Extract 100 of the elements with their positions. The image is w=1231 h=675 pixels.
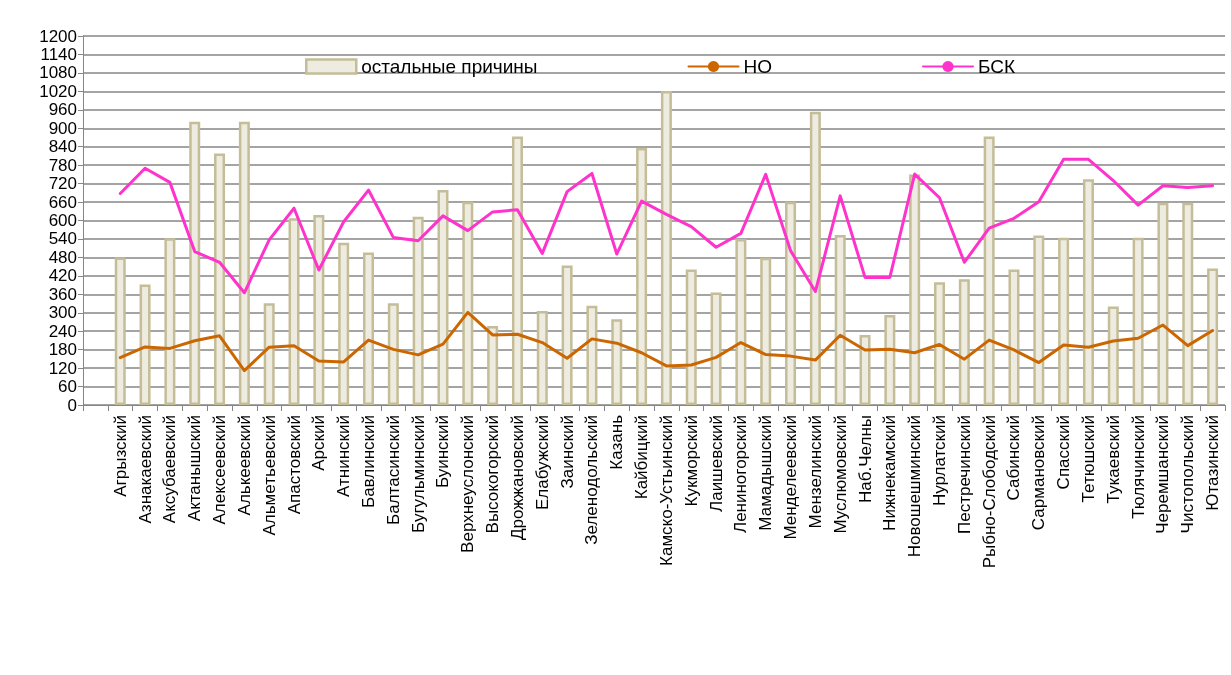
- y-tick-label: 60: [58, 377, 77, 397]
- x-tick-label: Камско-Устьинский: [656, 415, 676, 566]
- x-tick-label: Лаишевский: [706, 415, 726, 512]
- x-tick-label: Нижнекамский: [880, 415, 900, 531]
- bar: [834, 234, 846, 405]
- x-tick-label: Рыбно-Слободский: [979, 415, 999, 569]
- line-series: [118, 310, 1215, 373]
- bar: [189, 121, 201, 405]
- x-tick-label: Чистопольский: [1178, 415, 1198, 534]
- y-tick-label: 660: [48, 192, 77, 212]
- x-tick-label: Сабинский: [1004, 415, 1024, 501]
- y-tick-label: 480: [48, 247, 77, 267]
- bar: [1132, 237, 1144, 405]
- y-tick-label: 600: [48, 211, 77, 230]
- bar: [462, 201, 474, 405]
- x-tick-label: Алексеевский: [210, 415, 230, 525]
- bar: [1033, 235, 1045, 405]
- bar: [363, 252, 374, 405]
- x-tick-label: Менделеевский: [781, 415, 801, 540]
- x-tick-label: Тюлячинский: [1128, 415, 1148, 519]
- x-tick-label: Елабужский: [532, 415, 552, 511]
- x-tick-label: Заинский: [557, 415, 577, 489]
- bar: [760, 257, 772, 405]
- bar: [437, 190, 449, 405]
- bar: [909, 174, 921, 405]
- x-tick-label: Атнинский: [334, 415, 354, 497]
- legend-label: БСК: [977, 56, 1016, 77]
- x-tick-label: Бавлинский: [359, 415, 378, 508]
- x-tick-label: Спасский: [1054, 415, 1074, 490]
- x-tick-label: Зеленодольский: [582, 415, 602, 545]
- bar: [288, 218, 300, 405]
- bar: [636, 147, 648, 405]
- x-tick-label: Ютазинский: [1203, 415, 1223, 511]
- legend-label: остальные причины: [361, 56, 538, 77]
- x-tick-label: Алькеевский: [234, 415, 254, 516]
- bar: [710, 292, 722, 405]
- x-tick-label: Тукаевский: [1103, 415, 1123, 504]
- bar: [214, 153, 226, 405]
- bar: [1157, 202, 1169, 405]
- line-series: [118, 157, 1215, 295]
- x-tick-label: Мамадышский: [756, 415, 776, 531]
- bar: [1107, 306, 1119, 405]
- y-tick-label: 300: [48, 303, 77, 323]
- bar: [934, 282, 945, 405]
- bar: [1082, 179, 1094, 405]
- x-tick-label: Агрызский: [110, 415, 130, 497]
- y-tick-label: 1080: [39, 63, 77, 83]
- x-tick-label: Альметьевский: [259, 415, 279, 536]
- y-tick-label: 960: [48, 100, 77, 120]
- y-tick-label: 1200: [39, 26, 77, 46]
- bar: [983, 136, 995, 405]
- y-tick-label: 540: [48, 229, 77, 249]
- x-tick-label: Тетюшский: [1078, 415, 1098, 503]
- x-tick-label: Буинский: [433, 415, 453, 489]
- x-tick-label: Сармановский: [1029, 415, 1049, 531]
- x-tick-label: Нурлатский: [930, 415, 949, 506]
- bar: [487, 325, 499, 405]
- y-tick-label: 0: [67, 395, 77, 415]
- y-tick-label: 120: [48, 358, 77, 378]
- y-tick-label: 780: [48, 155, 77, 175]
- bar: [1008, 269, 1020, 405]
- x-tick-label: Актанышский: [185, 415, 205, 522]
- x-tick-label: Кайбицкий: [632, 415, 652, 500]
- bar: [412, 216, 424, 405]
- bar: [685, 269, 697, 405]
- bar: [785, 201, 797, 405]
- y-tick-label: 180: [48, 340, 77, 360]
- y-tick-label: 1020: [39, 81, 77, 101]
- bar: [536, 310, 548, 405]
- x-tick-label: Арский: [309, 415, 329, 471]
- x-tick-label: Черемшанский: [1153, 415, 1173, 534]
- y-tick-label: 840: [48, 137, 77, 157]
- bar: [809, 111, 821, 405]
- bar: [114, 257, 126, 405]
- bar: [238, 121, 250, 405]
- x-tick-label: Мензелинский: [805, 415, 825, 529]
- x-tick-label: Новошешминский: [905, 415, 925, 558]
- y-tick-label: 1140: [40, 44, 77, 64]
- y-tick-label: 360: [48, 284, 77, 304]
- bar: [1207, 268, 1219, 405]
- x-tick-label: Пестречинский: [954, 415, 974, 534]
- bar: [263, 303, 275, 405]
- bar: [338, 242, 350, 405]
- bar: [387, 303, 399, 405]
- x-tick-label: Лениногорский: [731, 415, 751, 534]
- y-tick-label: 420: [48, 266, 77, 286]
- bar: [1058, 237, 1070, 405]
- y-tick-label: 720: [48, 174, 77, 194]
- x-tick-label: Верхнеуслонский: [458, 415, 478, 553]
- bar: [164, 238, 176, 405]
- x-tick-label: Бугульминский: [408, 415, 428, 533]
- bar: [511, 136, 523, 405]
- x-tick-label: Муслюмовский: [830, 415, 850, 534]
- x-tick-label: Казань: [607, 414, 627, 470]
- bar: [958, 279, 970, 405]
- x-tick-label: Апастовский: [284, 415, 304, 515]
- bar: [611, 319, 623, 405]
- x-tick-label: Аксубаевский: [160, 415, 180, 524]
- bar: [139, 284, 151, 405]
- x-tick-label: Азнакаевский: [135, 415, 155, 524]
